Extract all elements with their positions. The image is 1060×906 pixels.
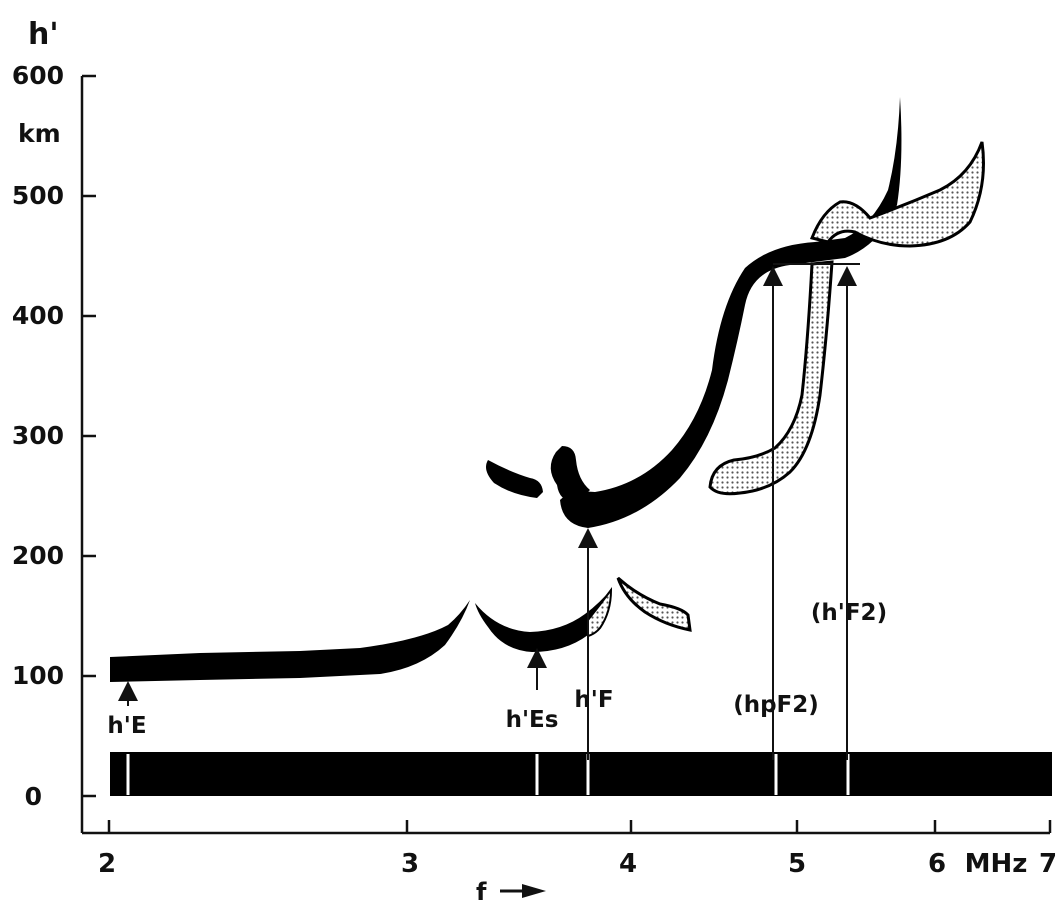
f2-x-trace-upper xyxy=(809,141,985,248)
x-tick-label-5: 5 xyxy=(788,849,806,879)
label-hf2: (h'F2) xyxy=(811,600,887,626)
e-layer-trace xyxy=(110,600,470,682)
f2-x-trace-lower xyxy=(708,260,834,496)
y-tick-label-300: 300 xyxy=(12,421,64,450)
axes-frame xyxy=(80,76,1052,835)
annotation-arrows xyxy=(118,263,860,760)
x-tick-label-6: 6 xyxy=(928,849,946,879)
x-axis-arrow-icon xyxy=(500,884,546,898)
y-tick-label-400: 400 xyxy=(12,301,64,330)
label-hf: h'F xyxy=(574,687,613,713)
x-tick-label-2: 2 xyxy=(98,849,116,879)
ground-echo-band xyxy=(110,752,1052,796)
f-layer-blob-hook xyxy=(550,446,590,501)
y-tick-label-200: 200 xyxy=(12,541,64,570)
band-gaps xyxy=(126,754,850,795)
x-axis-label: f xyxy=(476,878,487,906)
y-tick-label-600: 600 xyxy=(12,61,64,90)
x-tick-marks xyxy=(107,820,937,833)
f-layer-blob-left xyxy=(486,460,543,498)
y-axis-label: h' xyxy=(28,17,59,52)
x-unit-label: MHz xyxy=(965,849,1028,879)
y-tick-marks xyxy=(82,74,96,798)
es-layer-stipple xyxy=(587,586,613,638)
y-unit-label: km xyxy=(18,119,61,148)
y-tick-label-0: 0 xyxy=(25,782,42,811)
x-end-tick-label: 7 xyxy=(1039,849,1057,879)
x-trace-low xyxy=(616,576,692,632)
f2-layer-trace xyxy=(560,97,902,528)
x-tick-label-3: 3 xyxy=(401,849,419,879)
y-tick-label-500: 500 xyxy=(12,181,64,210)
label-hpf2: (hpF2) xyxy=(733,692,819,718)
label-he: h'E xyxy=(107,713,146,739)
y-tick-label-100: 100 xyxy=(12,661,64,690)
label-hes: h'Es xyxy=(506,707,559,733)
es-layer-trace xyxy=(475,588,612,652)
x-tick-label-4: 4 xyxy=(619,849,637,879)
